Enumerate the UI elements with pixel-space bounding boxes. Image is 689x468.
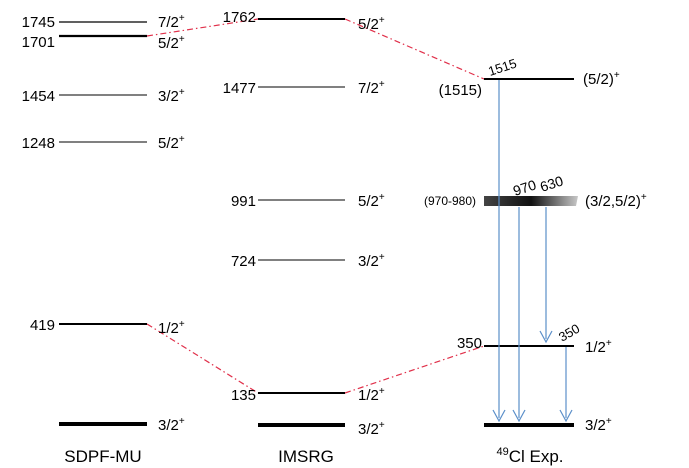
level-spin: 1/2+	[358, 386, 385, 404]
correlation-line-5-2-sdpf-imsrg	[146, 18, 259, 37]
level-energy: 1745	[22, 14, 55, 31]
level-energy: 724	[231, 253, 256, 270]
gamma-arrowhead-630	[539, 330, 553, 344]
level-spin: 1/2+	[585, 338, 612, 356]
gamma-label-350: 350	[556, 321, 582, 345]
level-spin: 3/2+	[585, 416, 612, 434]
level-energy: (1515)	[439, 82, 482, 99]
level-energy-top: 1515	[486, 56, 518, 79]
column-sdpf-mu: 1745 7/2+ 1701 5/2+ 1454 3/2+ 1248 5/2+ …	[22, 13, 185, 466]
level-spin: 1/2+	[158, 319, 185, 337]
level-spin: 5/2+	[158, 34, 185, 52]
level-energy: 1477	[223, 80, 256, 97]
level-spin: (3/2,5/2)+	[585, 192, 647, 210]
gamma-arrowhead-970	[512, 409, 526, 423]
gamma-transitions	[492, 80, 573, 423]
gamma-labels: 970 630 350	[511, 172, 582, 344]
level-energy: 991	[231, 193, 256, 210]
gamma-label-630: 630	[538, 172, 565, 195]
level-spin: 5/2+	[358, 192, 385, 210]
gamma-label-970: 970	[511, 176, 538, 199]
level-energy: 1701	[22, 34, 55, 51]
level-energy: 135	[231, 387, 256, 404]
gamma-arrowhead-1515	[492, 409, 506, 423]
level-spin: (5/2)+	[583, 70, 620, 88]
level-energy: 350	[457, 335, 482, 352]
level-energy: 419	[30, 317, 55, 334]
correlation-line-1-2-sdpf-imsrg	[146, 323, 259, 394]
level-energy: (970-980)	[424, 194, 476, 208]
level-spin: 3/2+	[158, 416, 185, 434]
correlation-line-1-2-imsrg-exp	[344, 345, 485, 394]
correlation-line-5-2-imsrg-exp	[344, 18, 485, 80]
column-experiment: (1515) 1515 (5/2)+ (970-980) (3/2,5/2)+ …	[424, 56, 647, 466]
column-label: IMSRG	[278, 447, 334, 466]
column-imsrg: 1762 5/2+ 1477 7/2+ 991 5/2+ 724 3/2+ 13…	[223, 9, 385, 466]
level-spin: 7/2+	[158, 13, 185, 31]
correlation-lines	[146, 18, 485, 394]
level-spin: 5/2+	[358, 15, 385, 33]
level-energy: 1248	[22, 135, 55, 152]
level-band	[484, 196, 578, 206]
level-spin: 3/2+	[358, 252, 385, 270]
level-spin: 5/2+	[158, 134, 185, 152]
column-label: SDPF-MU	[64, 447, 141, 466]
gamma-arrowhead-350	[559, 409, 573, 423]
level-spin: 3/2+	[358, 420, 385, 438]
level-spin: 7/2+	[358, 79, 385, 97]
level-energy: 1762	[223, 9, 256, 26]
level-spin: 3/2+	[158, 87, 185, 105]
level-energy: 1454	[22, 88, 55, 105]
column-label: 49Cl Exp.	[496, 446, 563, 466]
